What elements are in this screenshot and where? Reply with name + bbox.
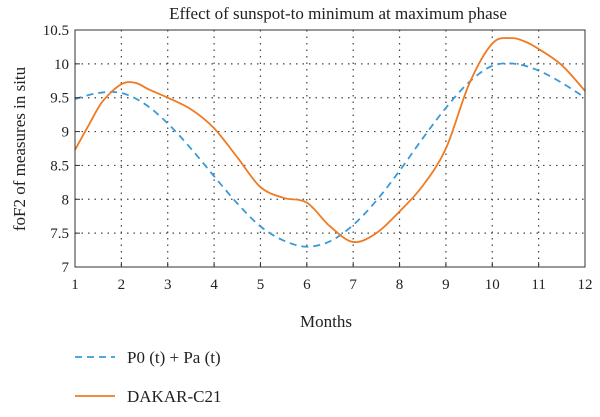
x-tick-label: 3 bbox=[164, 277, 172, 293]
y-axis-title: foF2 of measures in situ bbox=[10, 66, 29, 231]
y-tick-label: 10 bbox=[54, 57, 69, 73]
x-axis-title: Months bbox=[300, 312, 352, 331]
y-tick-label: 7 bbox=[62, 260, 70, 276]
y-tick-label: 8.5 bbox=[50, 158, 69, 174]
x-tick-label: 5 bbox=[257, 277, 265, 293]
x-tick-label: 12 bbox=[578, 277, 593, 293]
x-tick-label: 4 bbox=[210, 277, 218, 293]
y-tick-label: 7.5 bbox=[50, 226, 69, 242]
series-line-dakar-c21 bbox=[74, 37, 586, 244]
plot-frame bbox=[74, 29, 586, 268]
x-tick-label: 1 bbox=[71, 277, 79, 293]
x-tick-label: 7 bbox=[349, 277, 357, 293]
legend-label: P0 (t) + Pa (t) bbox=[127, 348, 221, 367]
x-tick-label: 6 bbox=[303, 277, 311, 293]
y-tick-label: 9 bbox=[62, 125, 70, 141]
x-tick-label: 8 bbox=[396, 277, 404, 293]
legend: P0 (t) + Pa (t) DAKAR-C21 bbox=[75, 348, 221, 406]
legend-label: DAKAR-C21 bbox=[127, 387, 221, 406]
y-tick-label: 8 bbox=[62, 192, 70, 208]
x-tick-label: 11 bbox=[531, 277, 545, 293]
y-tick-label: 10.5 bbox=[43, 23, 69, 39]
series-line-p0-pa bbox=[74, 62, 586, 248]
x-tick-label: 2 bbox=[118, 277, 126, 293]
chart-title: Effect of sunspot-to minimum at maximum … bbox=[169, 4, 507, 23]
x-tick-label: 9 bbox=[442, 277, 450, 293]
x-tick-label: 10 bbox=[485, 277, 500, 293]
y-tick-label: 9.5 bbox=[50, 91, 69, 107]
series-lines bbox=[74, 37, 586, 248]
grid-lines bbox=[75, 30, 585, 267]
